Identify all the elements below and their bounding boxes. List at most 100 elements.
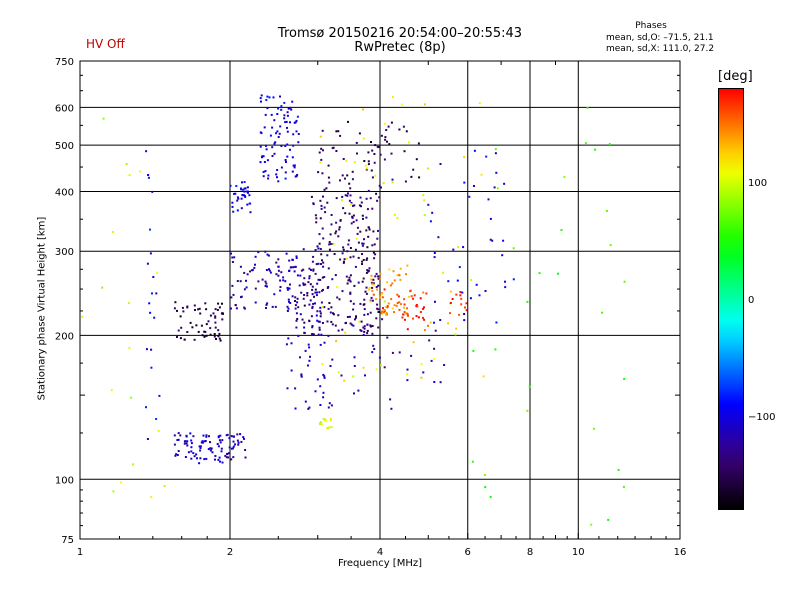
data-point — [214, 308, 217, 311]
data-point — [331, 358, 334, 361]
data-point — [314, 302, 316, 305]
data-point — [347, 279, 350, 282]
data-point — [257, 251, 260, 254]
data-point — [332, 312, 334, 315]
data-point — [398, 274, 401, 277]
data-point — [323, 188, 326, 191]
data-point — [273, 293, 276, 296]
data-point — [259, 131, 262, 134]
data-point — [217, 335, 220, 338]
data-point — [317, 247, 320, 250]
data-point — [362, 303, 365, 306]
data-point — [213, 335, 216, 338]
data-point — [459, 294, 462, 297]
data-point — [214, 316, 217, 319]
data-point — [277, 180, 280, 183]
data-point — [300, 374, 303, 377]
data-point — [236, 433, 239, 436]
data-point — [312, 203, 315, 206]
data-point — [321, 227, 324, 230]
data-point — [199, 449, 202, 452]
data-point — [328, 243, 331, 246]
data-point — [190, 457, 193, 460]
data-point — [321, 322, 324, 324]
data-point — [322, 261, 325, 264]
data-point — [319, 315, 322, 318]
data-point — [350, 222, 353, 225]
phases-heading: Phases — [635, 21, 667, 31]
data-point — [320, 301, 323, 304]
data-point — [316, 282, 319, 285]
data-point — [209, 449, 212, 452]
phases-x-stats: mean, sd,X: 111.0, 27.2 — [606, 44, 715, 54]
data-point — [287, 307, 290, 310]
data-point — [228, 446, 231, 449]
data-point — [393, 311, 395, 314]
data-point — [361, 214, 364, 217]
data-point — [377, 311, 380, 313]
data-point — [286, 387, 289, 390]
data-point — [280, 166, 283, 169]
data-point — [285, 252, 288, 255]
data-point — [308, 277, 311, 280]
data-point — [382, 307, 384, 310]
data-point — [423, 214, 426, 217]
data-point — [383, 309, 386, 311]
data-point — [442, 271, 445, 274]
y-tick-label: 500 — [55, 141, 74, 152]
data-point — [347, 192, 349, 195]
data-point — [367, 270, 370, 273]
data-point — [352, 255, 355, 258]
data-point — [304, 283, 307, 286]
data-point — [433, 256, 436, 259]
data-point — [405, 130, 408, 133]
data-point — [300, 269, 303, 272]
x-tick-label: 8 — [527, 547, 533, 558]
data-point — [491, 239, 494, 242]
data-point — [386, 140, 388, 143]
data-point — [174, 301, 177, 304]
data-point — [586, 106, 589, 109]
data-point — [308, 359, 311, 362]
data-point — [320, 333, 323, 336]
data-point — [381, 310, 383, 313]
data-point — [228, 437, 231, 440]
data-point — [203, 440, 206, 443]
data-point — [336, 286, 339, 288]
data-point — [297, 334, 300, 337]
data-point — [383, 300, 386, 303]
data-point — [422, 371, 425, 374]
data-point — [412, 317, 414, 320]
data-point — [344, 331, 347, 334]
data-point — [329, 311, 332, 314]
data-point — [318, 233, 321, 236]
data-point — [328, 426, 331, 429]
data-point — [381, 296, 384, 299]
data-point — [183, 440, 186, 443]
data-point — [267, 254, 270, 257]
data-point — [201, 441, 204, 444]
data-point — [391, 307, 394, 310]
data-point — [563, 175, 566, 178]
data-point — [350, 323, 353, 326]
data-point — [369, 324, 372, 327]
data-point — [385, 129, 388, 131]
data-point — [362, 258, 365, 261]
data-point — [261, 278, 264, 281]
data-point — [433, 321, 435, 324]
data-point — [334, 324, 337, 327]
data-point — [205, 435, 208, 438]
data-point — [352, 375, 355, 378]
data-point — [410, 175, 413, 178]
data-point — [295, 319, 298, 322]
data-point — [371, 244, 374, 247]
data-point — [396, 302, 399, 304]
data-point — [363, 308, 366, 311]
data-point — [262, 175, 265, 178]
data-point — [397, 295, 400, 298]
data-point — [353, 204, 356, 207]
data-point — [232, 435, 235, 438]
data-point — [190, 450, 193, 453]
data-point — [321, 363, 324, 366]
data-point — [386, 281, 389, 284]
